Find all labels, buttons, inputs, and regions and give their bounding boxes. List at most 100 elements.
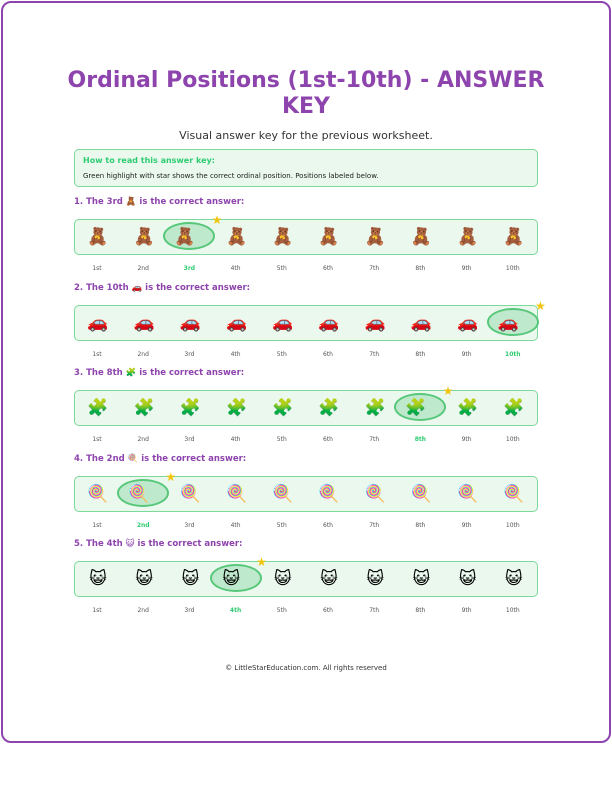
star-icon: ★ — [535, 298, 546, 313]
answer-item: 🧩 — [214, 391, 260, 425]
answer-item: 🍭 — [445, 477, 491, 511]
puzzle-piece-icon: 🧩 — [87, 398, 109, 418]
ordinal-label: 10th — [505, 521, 520, 529]
answer-row: 🚗 🚗 🚗 🚗 🚗 🚗 🚗 🚗 🚗 🚗★ — [74, 299, 546, 341]
ordinal-label: 6th — [323, 521, 333, 529]
answer-item: 🧩 — [167, 391, 213, 425]
answer-item: 🧸 — [445, 220, 491, 254]
ordinal-label: 5th — [276, 436, 287, 443]
answer-item: 🍭 — [352, 477, 398, 511]
puzzle-piece-icon: 🧩 — [364, 398, 386, 418]
cat-icon: 😺 — [135, 569, 154, 589]
star-icon: ★ — [442, 384, 454, 398]
ordinal-label: 5th — [276, 350, 287, 358]
page-subtitle: Visual answer key for the previous works… — [179, 129, 433, 142]
page-title: Ordinal Positions (1st-10th) - ANSWER KE… — [67, 68, 545, 119]
ordinal-label: 3rd — [184, 350, 195, 358]
answer-item: 🧸 — [398, 220, 444, 254]
answer-row: 🍭 🍭★ 🍭 🍭 🍭 🍭 🍭 🍭 🍭 🍭 — [74, 470, 538, 512]
answer-item: 😺 — [491, 562, 537, 596]
teddy-bear-icon: 🧸 — [87, 227, 109, 247]
question-prefix: 1. The 3rd — [74, 197, 123, 207]
ordinal-labels: 1st 2nd 3rd 4th 5th 6th 7th 8th 9th 10th — [74, 607, 536, 617]
lollipop-icon: 🍭 — [127, 453, 139, 464]
ordinal-label: 8th — [415, 265, 426, 272]
answer-item: 🍭 — [260, 477, 306, 511]
car-icon: 🚗 — [457, 312, 479, 333]
ordinal-label: 5th — [276, 521, 287, 529]
teddy-bear-icon: 🧸 — [410, 227, 432, 247]
car-icon: 🚗 — [179, 312, 201, 333]
teddy-bear-icon: 🧸 — [457, 227, 479, 247]
question-prefix: 5. The 4th — [74, 539, 123, 549]
cat-icon: 😺 — [273, 569, 292, 589]
ordinal-label: 7th — [369, 607, 380, 614]
answer-item: 🧸 — [75, 220, 121, 254]
car-icon: 🚗 — [133, 312, 155, 333]
answer-item: 🚗 — [121, 306, 167, 340]
highlighted-answer: 😺★ — [209, 555, 267, 596]
answer-item: 🧸 — [491, 220, 537, 254]
ordinal-label: 8th — [415, 521, 426, 529]
answer-item: 🍭 — [167, 477, 213, 511]
question-prefix: 2. The 10th — [74, 282, 129, 293]
car-icon: 🚗 — [226, 312, 248, 333]
teddy-bear-icon: 🧸 — [272, 227, 294, 247]
answer-item: 🧩 — [260, 391, 306, 425]
cat-icon: 😺 — [504, 569, 523, 589]
answer-item: 🚗 — [352, 306, 398, 340]
teddy-bear-icon: 🧸 — [503, 227, 525, 247]
answer-item: 🍭 — [398, 477, 444, 511]
answer-item: 🍭 — [75, 477, 121, 511]
cat-icon: 😺 — [412, 569, 431, 589]
answer-item: 😺 — [398, 562, 444, 596]
lollipop-icon: 🍭 — [272, 483, 294, 504]
teddy-bear-icon: 🧸 — [125, 197, 137, 207]
cat-icon: 😺 — [181, 569, 200, 589]
ordinal-label: 9th — [461, 521, 472, 529]
ordinal-label: 1st — [92, 436, 102, 443]
question-prefix: 4. The 2nd — [74, 453, 125, 464]
highlighted-answer: 🧸★ — [163, 213, 222, 254]
ordinal-label: 10th — [505, 436, 520, 443]
answer-item: 🚗 — [167, 306, 213, 340]
ordinal-label: 4th — [230, 521, 241, 529]
answer-row: 🧩 🧩 🧩 🧩 🧩 🧩 🧩 🧩★ 🧩 🧩 — [74, 384, 538, 426]
ordinal-label: 7th — [369, 265, 380, 272]
car-icon: 🚗 — [131, 282, 143, 293]
ordinal-label: 1st — [92, 350, 102, 358]
teddy-bear-icon: 🧸 — [364, 227, 386, 247]
ordinal-labels: 1st 2nd 3rd 4th 5th 6th 7th 8th 9th 10th — [74, 436, 536, 446]
puzzle-piece-icon: 🧩 — [272, 398, 294, 418]
ordinal-label: 5th — [276, 607, 287, 614]
ordinal-label: 9th — [461, 265, 472, 272]
answer-item: 🧸 — [306, 220, 352, 254]
info-box: How to read this answer key: Green highl… — [74, 149, 538, 187]
answer-item: 🚗 — [260, 306, 306, 340]
ordinal-labels: 1st 2nd 3rd 4th 5th 6th 7th 8th 9th 10th — [74, 522, 536, 532]
ordinal-label: 5th — [276, 265, 287, 272]
info-heading: How to read this answer key: — [83, 156, 215, 165]
footer-copyright: © LittleStarEducation.com. All rights re… — [225, 664, 387, 672]
answer-item: 🚗 — [445, 306, 491, 340]
answer-item: 🚗 — [75, 306, 121, 340]
car-icon: 🚗 — [318, 312, 340, 333]
ordinal-label: 4th — [230, 265, 241, 272]
car-icon: 🚗 — [410, 312, 432, 333]
ordinal-label: 1st — [92, 521, 102, 529]
ordinal-label: 10th — [505, 607, 520, 614]
teddy-bear-icon: 🧸 — [133, 227, 155, 247]
lollipop-icon: 🍭 — [87, 483, 109, 504]
lollipop-icon: 🍭 — [364, 483, 386, 504]
answer-item: 😺 — [260, 562, 306, 596]
answer-item: 🚗 — [398, 306, 444, 340]
ordinal-label: 7th — [369, 436, 380, 443]
question-heading: 4. The 2nd 🍭 is the correct answer: — [74, 454, 246, 464]
ordinal-label: 3rd — [184, 607, 195, 614]
question-suffix: is the correct answer: — [137, 539, 243, 549]
answer-item: 🧸 — [214, 220, 260, 254]
teddy-bear-icon: 🧸 — [318, 227, 340, 247]
ordinal-label: 4th — [230, 436, 241, 443]
cat-icon: 😺 — [89, 569, 107, 589]
answer-item: 🧸 — [121, 220, 167, 254]
